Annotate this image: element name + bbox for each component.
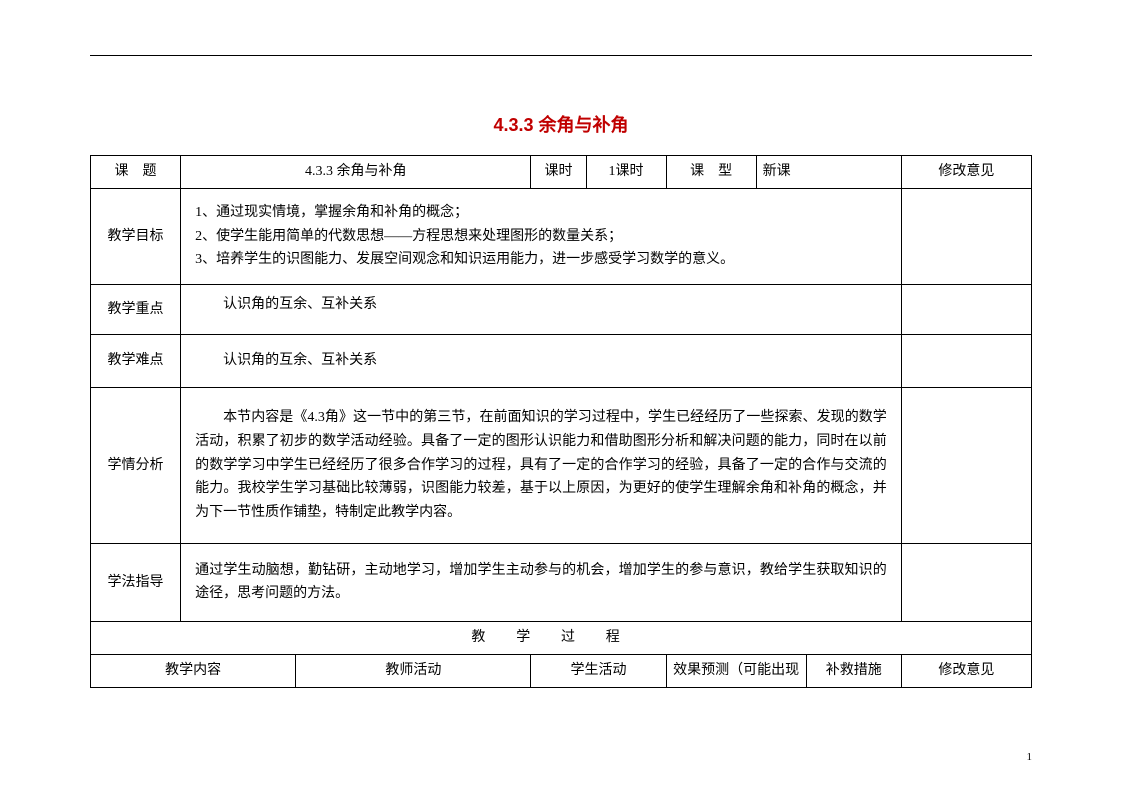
col-teacher: 教师活动 (296, 654, 531, 687)
difficulty-label: 教学难点 (91, 335, 181, 388)
goals-line2: 2、使学生能用简单的代数思想——方程思想来处理图形的数量关系； (195, 225, 887, 249)
method-revision-cell (901, 543, 1031, 621)
header-row: 课 题 4.3.3 余角与补角 课时 1课时 课 型 新课 修改意见 (91, 156, 1032, 189)
method-label: 学法指导 (91, 543, 181, 621)
difficulty-revision-cell (901, 335, 1031, 388)
columns-header-row: 教学内容 教师活动 学生活动 效果预测（可能出现 补救措施 修改意见 (91, 654, 1032, 687)
keypoint-value: 认识角的互余、互补关系 (181, 285, 902, 335)
goals-line1: 1、通过现实情境，掌握余角和补角的概念； (195, 201, 887, 225)
lesson-plan-table: 课 题 4.3.3 余角与补角 课时 1课时 课 型 新课 修改意见 教学目标 … (90, 155, 1032, 688)
col-revision: 修改意见 (901, 654, 1031, 687)
difficulty-row: 教学难点 认识角的互余、互补关系 (91, 335, 1032, 388)
page-number: 1 (1027, 751, 1033, 763)
process-header-row: 教学过程 (91, 621, 1032, 654)
analysis-label: 学情分析 (91, 387, 181, 543)
topic-label: 课 题 (91, 156, 181, 189)
keypoint-label: 教学重点 (91, 285, 181, 335)
process-header: 教学过程 (91, 621, 1032, 654)
analysis-text: 本节内容是《4.3角》这一节中的第三节，在前面知识的学习过程中，学生已经经历了一… (195, 406, 887, 525)
method-value: 通过学生动脑想，勤钻研，主动地学习，增加学生主动参与的机会，增加学生的参与意识，… (181, 543, 902, 621)
goals-revision-cell (901, 188, 1031, 284)
period-value: 1课时 (586, 156, 666, 189)
type-label: 课 型 (666, 156, 756, 189)
col-content: 教学内容 (91, 654, 296, 687)
document-title: 4.3.3 余角与补角 (90, 111, 1032, 137)
goals-row: 教学目标 1、通过现实情境，掌握余角和补角的概念； 2、使学生能用简单的代数思想… (91, 188, 1032, 284)
col-remedy: 补救措施 (806, 654, 901, 687)
col-student: 学生活动 (531, 654, 666, 687)
revision-label: 修改意见 (901, 156, 1031, 189)
analysis-content: 本节内容是《4.3角》这一节中的第三节，在前面知识的学习过程中，学生已经经历了一… (181, 387, 902, 543)
goals-content: 1、通过现实情境，掌握余角和补角的概念； 2、使学生能用简单的代数思想——方程思… (181, 188, 902, 284)
period-label: 课时 (531, 156, 586, 189)
analysis-row: 学情分析 本节内容是《4.3角》这一节中的第三节，在前面知识的学习过程中，学生已… (91, 387, 1032, 543)
method-row: 学法指导 通过学生动脑想，勤钻研，主动地学习，增加学生主动参与的机会，增加学生的… (91, 543, 1032, 621)
type-value: 新课 (756, 156, 901, 189)
difficulty-value: 认识角的互余、互补关系 (181, 335, 902, 388)
top-rule (90, 55, 1032, 56)
analysis-revision-cell (901, 387, 1031, 543)
goals-line3: 3、培养学生的识图能力、发展空间观念和知识运用能力，进一步感受学习数学的意义。 (195, 248, 887, 272)
process-header-text: 教学过程 (471, 630, 650, 645)
keypoint-row: 教学重点 认识角的互余、互补关系 (91, 285, 1032, 335)
keypoint-revision-cell (901, 285, 1031, 335)
col-effect: 效果预测（可能出现 (666, 654, 806, 687)
page-container: 4.3.3 余角与补角 课 题 4.3.3 余角与补角 课时 1课时 课 型 新… (0, 0, 1122, 793)
topic-value: 4.3.3 余角与补角 (181, 156, 531, 189)
goals-label: 教学目标 (91, 188, 181, 284)
